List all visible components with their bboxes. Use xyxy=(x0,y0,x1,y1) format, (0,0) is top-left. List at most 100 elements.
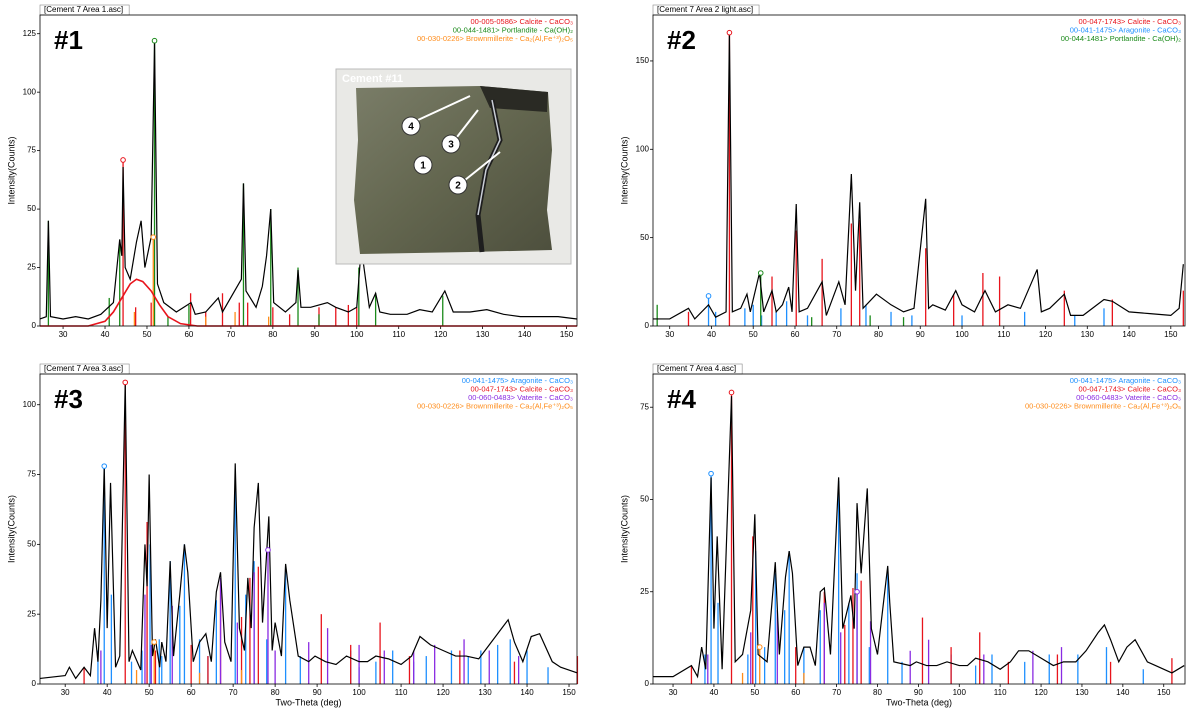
point-marker xyxy=(441,134,461,154)
x-tick-label: 60 xyxy=(184,330,193,339)
chart: [Cement 7 Area 1.asc] 0 25 50 75 100 125 30 40 50… xyxy=(6,4,578,339)
x-axis-label: Two-Theta (deg) xyxy=(275,697,341,707)
pattern-line xyxy=(653,396,1185,679)
x-tick-label: 80 xyxy=(874,330,883,339)
legend-entry: 00-060-0483> Vaterite - CaCO₃ xyxy=(468,393,573,402)
y-tick-label: 25 xyxy=(27,609,36,618)
x-tick-label: 140 xyxy=(1116,688,1130,697)
x-tick-label: 140 xyxy=(518,330,532,339)
x-tick-label: 120 xyxy=(1034,688,1048,697)
x-tick-label: 130 xyxy=(1081,330,1095,339)
point-label: 4 xyxy=(408,122,414,133)
point-label: 1 xyxy=(420,161,426,172)
y-tick-label: 75 xyxy=(27,146,36,155)
y-tick-label: 0 xyxy=(32,679,37,688)
x-tick-label: 150 xyxy=(562,688,576,697)
plot-frame xyxy=(39,14,578,327)
peak-marker xyxy=(150,234,157,240)
x-tick-label: 40 xyxy=(101,330,110,339)
peak-marker xyxy=(708,470,714,477)
x-tick-label: 70 xyxy=(832,330,841,339)
dark-edge xyxy=(480,86,548,112)
y-tick-label: 50 xyxy=(27,539,36,548)
rock-sample xyxy=(354,86,552,254)
pattern-line xyxy=(39,382,578,680)
y-tick-label: 0 xyxy=(645,679,650,688)
panel-label: #3 xyxy=(54,384,83,414)
chart-title: [Cement 7 Area 3.asc] xyxy=(44,364,123,373)
x-tick-label: 50 xyxy=(145,688,154,697)
pattern-line xyxy=(653,32,1184,320)
arrow xyxy=(464,151,501,181)
x-tick-label: 70 xyxy=(226,330,235,339)
y-axis-label: Intensity(Counts) xyxy=(6,495,16,563)
plot-frame xyxy=(652,14,1186,327)
panel-label: #4 xyxy=(667,384,696,414)
x-tick-label: 110 xyxy=(392,330,405,339)
legend-entry: 00-005-0586> Calcite - CaCO₃ xyxy=(471,17,573,26)
x-axis-label: Two-Theta (deg) xyxy=(886,697,952,707)
x-tick-label: 60 xyxy=(791,688,800,697)
legend-entry: 00-030-0226> Brownmillerite - Ca₂(Al,Fe⁺… xyxy=(417,34,573,43)
markers xyxy=(401,116,468,195)
x-tick-label: 30 xyxy=(665,330,674,339)
x-tick-label: 30 xyxy=(59,330,68,339)
x-tick-label: 100 xyxy=(953,688,967,697)
x-tick-label: 110 xyxy=(997,330,1010,339)
chart-title: [Cement 7 Area 4.asc] xyxy=(657,364,736,373)
peak-marker xyxy=(151,37,158,44)
x-tick-label: 130 xyxy=(476,330,490,339)
y-tick-label: 50 xyxy=(640,495,649,504)
x-tick-label: 120 xyxy=(436,688,450,697)
point-label: 3 xyxy=(448,140,454,151)
y-axis-label: Intensity(Counts) xyxy=(619,495,629,563)
x-tick-label: 30 xyxy=(669,688,678,697)
peak-marker xyxy=(120,157,126,163)
x-tick-label: 90 xyxy=(313,688,322,697)
peak-marker xyxy=(122,379,129,386)
x-tick-label: 50 xyxy=(143,330,152,339)
legend-entry: 00-041-1475> Aragonite - CaCO₃ xyxy=(462,376,573,385)
x-tick-label: 80 xyxy=(268,330,277,339)
x-tick-label: 60 xyxy=(187,688,196,697)
arrows xyxy=(417,95,501,181)
legend-entry: 00-047-1743> Calcite - CaCO₃ xyxy=(1079,17,1181,26)
peak-marker xyxy=(757,270,764,276)
x-tick-label: 100 xyxy=(955,330,969,339)
x-tick-label: 80 xyxy=(873,688,882,697)
plot-frame xyxy=(39,373,578,685)
x-tick-label: 150 xyxy=(1164,330,1178,339)
arrow xyxy=(417,95,471,121)
x-tick-label: 110 xyxy=(994,688,1007,697)
peak-marker xyxy=(151,639,158,645)
x-tick-label: 90 xyxy=(914,688,923,697)
legend-entry: 00-060-0483> Vaterite - CaCO₃ xyxy=(1076,393,1181,402)
point-label: 2 xyxy=(455,181,461,192)
chart: [Cement 7 Area 4.asc] 0 25 50 75 30 40 50 60 70 80… xyxy=(619,363,1186,707)
legend-entry: 00-030-0226> Brownmillerite - Ca₂(Al,Fe⁺… xyxy=(417,401,573,410)
y-tick-label: 0 xyxy=(645,321,650,330)
x-tick-label: 50 xyxy=(750,688,759,697)
x-tick-label: 150 xyxy=(1157,688,1171,697)
y-tick-label: 0 xyxy=(32,321,37,330)
x-tick-label: 40 xyxy=(707,330,716,339)
legend-entry: 00-044-1481> Portlandite - Ca(OH)₂ xyxy=(1061,34,1181,43)
x-tick-label: 120 xyxy=(1039,330,1053,339)
x-tick-label: 40 xyxy=(103,688,112,697)
x-tick-label: 40 xyxy=(709,688,718,697)
pattern-line xyxy=(40,278,577,327)
peak-marker xyxy=(756,644,763,650)
x-tick-label: 100 xyxy=(350,330,364,339)
inset-title: Cement #11 xyxy=(342,73,403,85)
x-tick-label: 140 xyxy=(1122,330,1136,339)
legend-entry: 00-047-1743> Calcite - CaCO₃ xyxy=(471,384,573,393)
y-tick-label: 100 xyxy=(636,144,650,153)
legend-entry: 00-041-1475> Aragonite - CaCO₃ xyxy=(1070,376,1181,385)
pattern-line xyxy=(39,43,578,320)
x-tick-label: 90 xyxy=(916,330,925,339)
legend-entry: 00-047-1743> Calcite - CaCO₃ xyxy=(1079,384,1181,393)
y-tick-label: 75 xyxy=(27,470,36,479)
x-tick-label: 130 xyxy=(478,688,492,697)
y-tick-label: 25 xyxy=(640,587,649,596)
